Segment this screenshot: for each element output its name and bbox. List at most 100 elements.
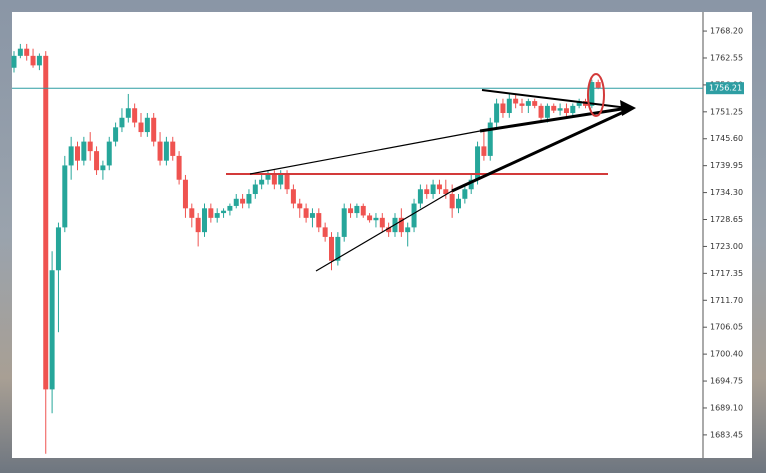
candle-body xyxy=(106,141,112,166)
candle-body xyxy=(309,213,315,218)
candle-body xyxy=(265,174,271,180)
candle-body xyxy=(456,198,461,209)
candle-body xyxy=(468,179,474,190)
candle-body xyxy=(24,48,30,56)
last-price-label: 1756.21 xyxy=(709,84,742,93)
candle-body xyxy=(62,165,68,228)
candle-body xyxy=(462,189,468,199)
candle-body xyxy=(43,55,49,390)
candle-body xyxy=(424,189,430,195)
candle-body xyxy=(405,227,411,233)
candle-body xyxy=(189,208,195,218)
last-price-box xyxy=(706,82,744,95)
candle-body xyxy=(227,205,233,211)
candle-body xyxy=(81,141,87,161)
candle-body xyxy=(411,203,417,228)
candle-body xyxy=(538,105,544,118)
candle-body xyxy=(449,194,455,209)
candle-body xyxy=(386,227,392,233)
candle-body xyxy=(297,203,303,209)
y-tick-label: 1751.25 xyxy=(710,107,743,116)
candle-body xyxy=(246,194,252,204)
candle-body xyxy=(544,105,550,118)
marks: 1768.201762.551756.901751.251745.601739.… xyxy=(11,27,744,454)
candle-body xyxy=(589,82,595,106)
y-tick-label: 1728.65 xyxy=(710,215,743,224)
candle-body xyxy=(138,122,144,133)
y-tick-label: 1706.05 xyxy=(710,323,743,332)
candle-body xyxy=(11,55,17,68)
candle-body xyxy=(132,108,138,123)
candle-body xyxy=(49,270,55,390)
candle-body xyxy=(576,101,582,106)
candle-body xyxy=(221,210,227,214)
candle-body xyxy=(144,117,150,133)
candle-body xyxy=(125,108,131,118)
annotations xyxy=(226,73,636,272)
candle-body xyxy=(182,179,188,209)
candle-body xyxy=(570,105,576,114)
candle-body xyxy=(557,108,563,111)
candle-body xyxy=(532,101,538,106)
candle-body xyxy=(278,174,284,185)
candle-body xyxy=(271,174,277,185)
candle-body xyxy=(475,146,481,180)
trend-arrow xyxy=(451,108,629,193)
y-tick-label: 1745.60 xyxy=(710,134,743,143)
candle-body xyxy=(233,198,239,206)
candle-body xyxy=(94,151,100,171)
candle-body xyxy=(551,105,557,111)
candle-body xyxy=(379,217,385,228)
arrow-head xyxy=(620,100,636,116)
trend-line xyxy=(249,130,481,175)
candle-body xyxy=(119,117,125,128)
candle-body xyxy=(322,227,328,237)
candle-body xyxy=(563,108,569,114)
candle-body xyxy=(335,236,341,261)
candle-body xyxy=(176,155,182,180)
candle-body xyxy=(500,103,506,114)
candle-body xyxy=(87,141,93,152)
candle-body xyxy=(443,189,449,195)
candle-body xyxy=(284,174,290,190)
candle-body xyxy=(329,236,334,261)
y-tick-label: 1711.70 xyxy=(710,296,743,305)
candle-body xyxy=(75,146,80,161)
candle-body xyxy=(163,141,169,161)
y-tick-label: 1739.95 xyxy=(710,161,743,170)
candle-body xyxy=(513,98,519,104)
trend-arrow xyxy=(479,106,629,133)
candle-body xyxy=(100,165,106,171)
candle-body xyxy=(354,205,360,214)
candle-body xyxy=(348,208,354,214)
candle-body xyxy=(68,146,74,166)
candle-body xyxy=(519,103,525,106)
candle-body xyxy=(214,213,220,218)
candle-body xyxy=(55,227,61,271)
candle-body xyxy=(430,184,436,195)
candle-body xyxy=(398,217,404,233)
candle-body xyxy=(151,117,157,142)
candle-body xyxy=(170,141,176,156)
candle-body xyxy=(259,179,265,185)
y-tick-label: 1734.30 xyxy=(710,188,743,197)
candle-body xyxy=(525,101,531,106)
candle-body xyxy=(595,82,601,89)
candle-body xyxy=(290,189,296,204)
candle-body xyxy=(252,184,258,195)
candle-body xyxy=(208,208,214,218)
candle-body xyxy=(36,55,42,66)
y-tick-label: 1694.75 xyxy=(710,377,743,386)
candle-body xyxy=(494,103,500,123)
y-tick-label: 1717.35 xyxy=(710,269,743,278)
candle-body xyxy=(367,215,373,221)
y-tick-label: 1762.55 xyxy=(710,53,743,62)
highlight-circle xyxy=(587,73,605,117)
candle-body xyxy=(360,205,366,216)
candle-body xyxy=(195,217,201,233)
candle-body xyxy=(417,189,423,204)
candle-body xyxy=(157,141,163,161)
y-tick-label: 1723.00 xyxy=(710,242,743,251)
